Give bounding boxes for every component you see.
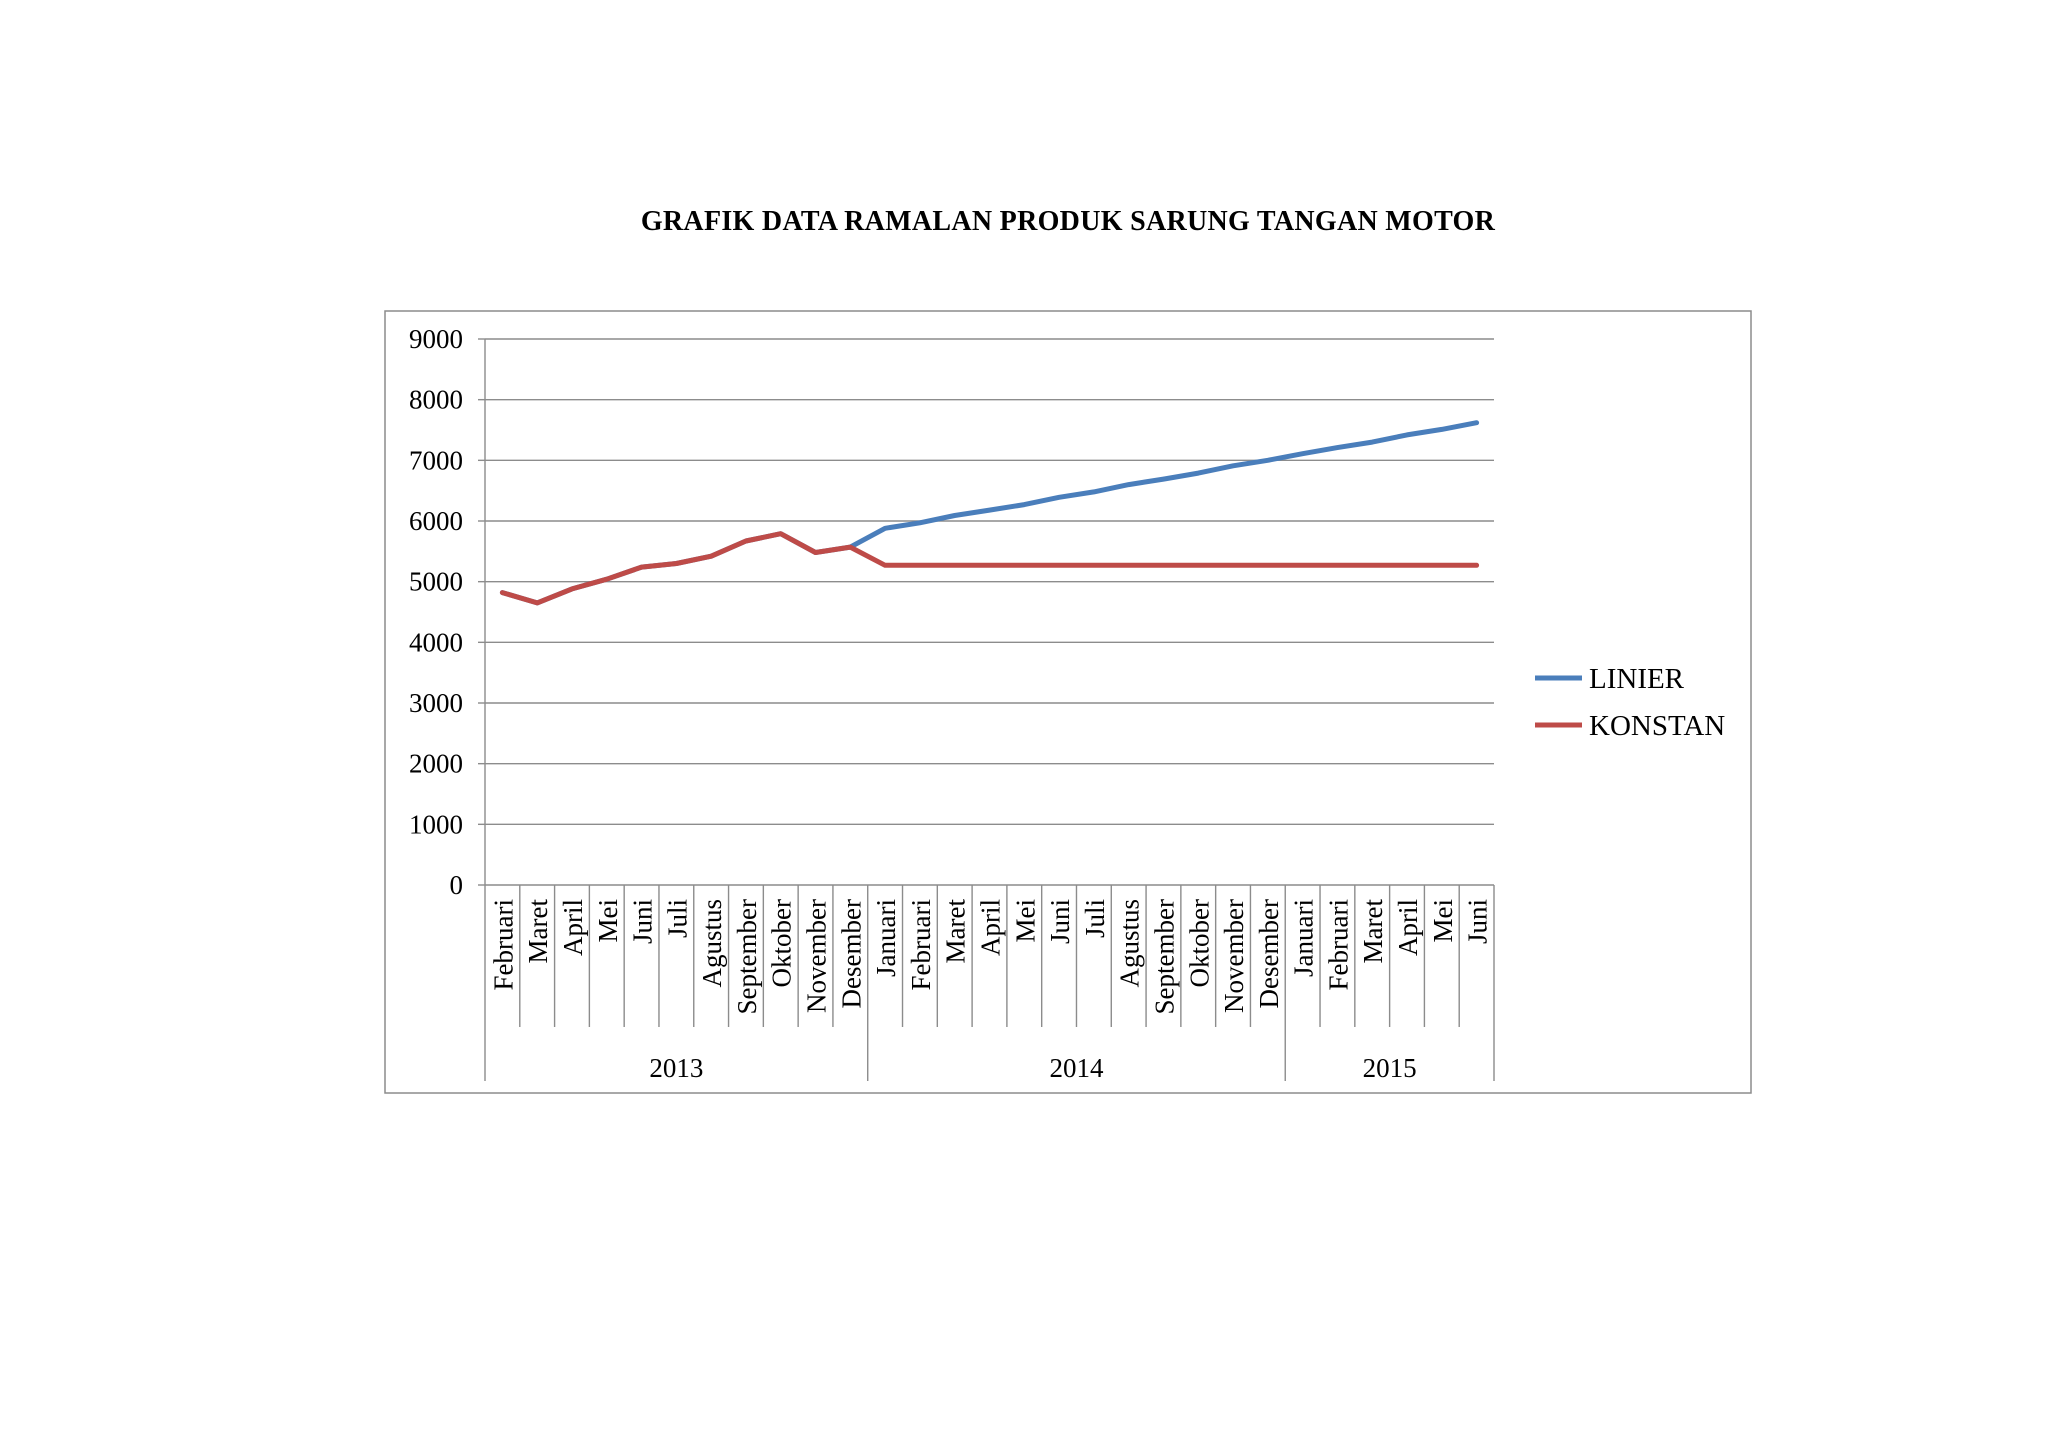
x-category-label: Februari	[488, 899, 518, 990]
x-category-label: Juni	[1045, 899, 1075, 944]
x-category-label: April	[976, 899, 1006, 956]
chart-frame	[384, 310, 1752, 1094]
y-tick-label: 2000	[409, 749, 463, 779]
x-category-label: Juni	[1463, 899, 1493, 944]
y-tick-label: 4000	[409, 627, 463, 657]
x-category-label: Agustus	[697, 899, 727, 988]
y-tick-label: 0	[450, 870, 464, 900]
x-category-label: Juni	[628, 899, 658, 944]
legend: LINIER KONSTAN	[1535, 663, 1725, 742]
y-tick-label: 6000	[409, 506, 463, 536]
axes	[478, 338, 1495, 1081]
x-category-label: Januari	[871, 899, 901, 977]
legend-label-konstan: KONSTAN	[1589, 710, 1725, 742]
y-tick-label: 9000	[409, 324, 463, 354]
y-tick-label: 5000	[409, 567, 463, 597]
y-tick-label: 8000	[409, 385, 463, 415]
x-category-label: Juli	[1080, 899, 1110, 938]
x-category-label: Mei	[1010, 899, 1040, 943]
x-category-label: November	[802, 899, 832, 1013]
chart-title: GRAFIK DATA RAMALAN PRODUK SARUNG TANGAN…	[640, 206, 1496, 237]
x-category-label: September	[1149, 899, 1179, 1014]
series-line-konstan	[499, 531, 1480, 606]
x-category-label: Juli	[662, 899, 692, 938]
legend-label-linier: LINIER	[1589, 663, 1685, 695]
x-group-label: 2014	[1049, 1053, 1104, 1083]
x-category-label: Mei	[593, 899, 623, 943]
x-category-label: Januari	[1289, 899, 1319, 977]
x-group-label: 2013	[649, 1053, 703, 1083]
y-tick-label: 3000	[409, 688, 463, 718]
x-category-label: Oktober	[767, 899, 797, 987]
x-category-label: Agustus	[1115, 899, 1145, 988]
x-category-label: Februari	[1323, 899, 1353, 990]
gridlines	[485, 338, 1494, 886]
x-category-label: April	[1393, 899, 1423, 956]
x-category-label: Mei	[1428, 899, 1458, 943]
y-tick-label: 1000	[409, 809, 463, 839]
x-category-label: September	[732, 899, 762, 1014]
x-category-label: Maret	[1358, 899, 1388, 964]
x-category-label: Maret	[941, 899, 971, 964]
x-category-label: Desember	[836, 899, 866, 1008]
x-category-label: Desember	[1254, 899, 1284, 1008]
series-lines	[499, 420, 1480, 606]
x-category-label: Oktober	[1184, 899, 1214, 987]
x-category-label: Maret	[523, 899, 553, 964]
tick-labels: 0 1000 2000 3000 4000 5000 6000 7000 8000 9000 Feb…	[409, 324, 1493, 1083]
x-category-label: Februari	[906, 899, 936, 990]
x-category-label: April	[558, 899, 588, 956]
y-tick-label: 7000	[409, 445, 463, 475]
x-category-label: November	[1219, 899, 1249, 1013]
x-group-label: 2015	[1363, 1053, 1417, 1083]
